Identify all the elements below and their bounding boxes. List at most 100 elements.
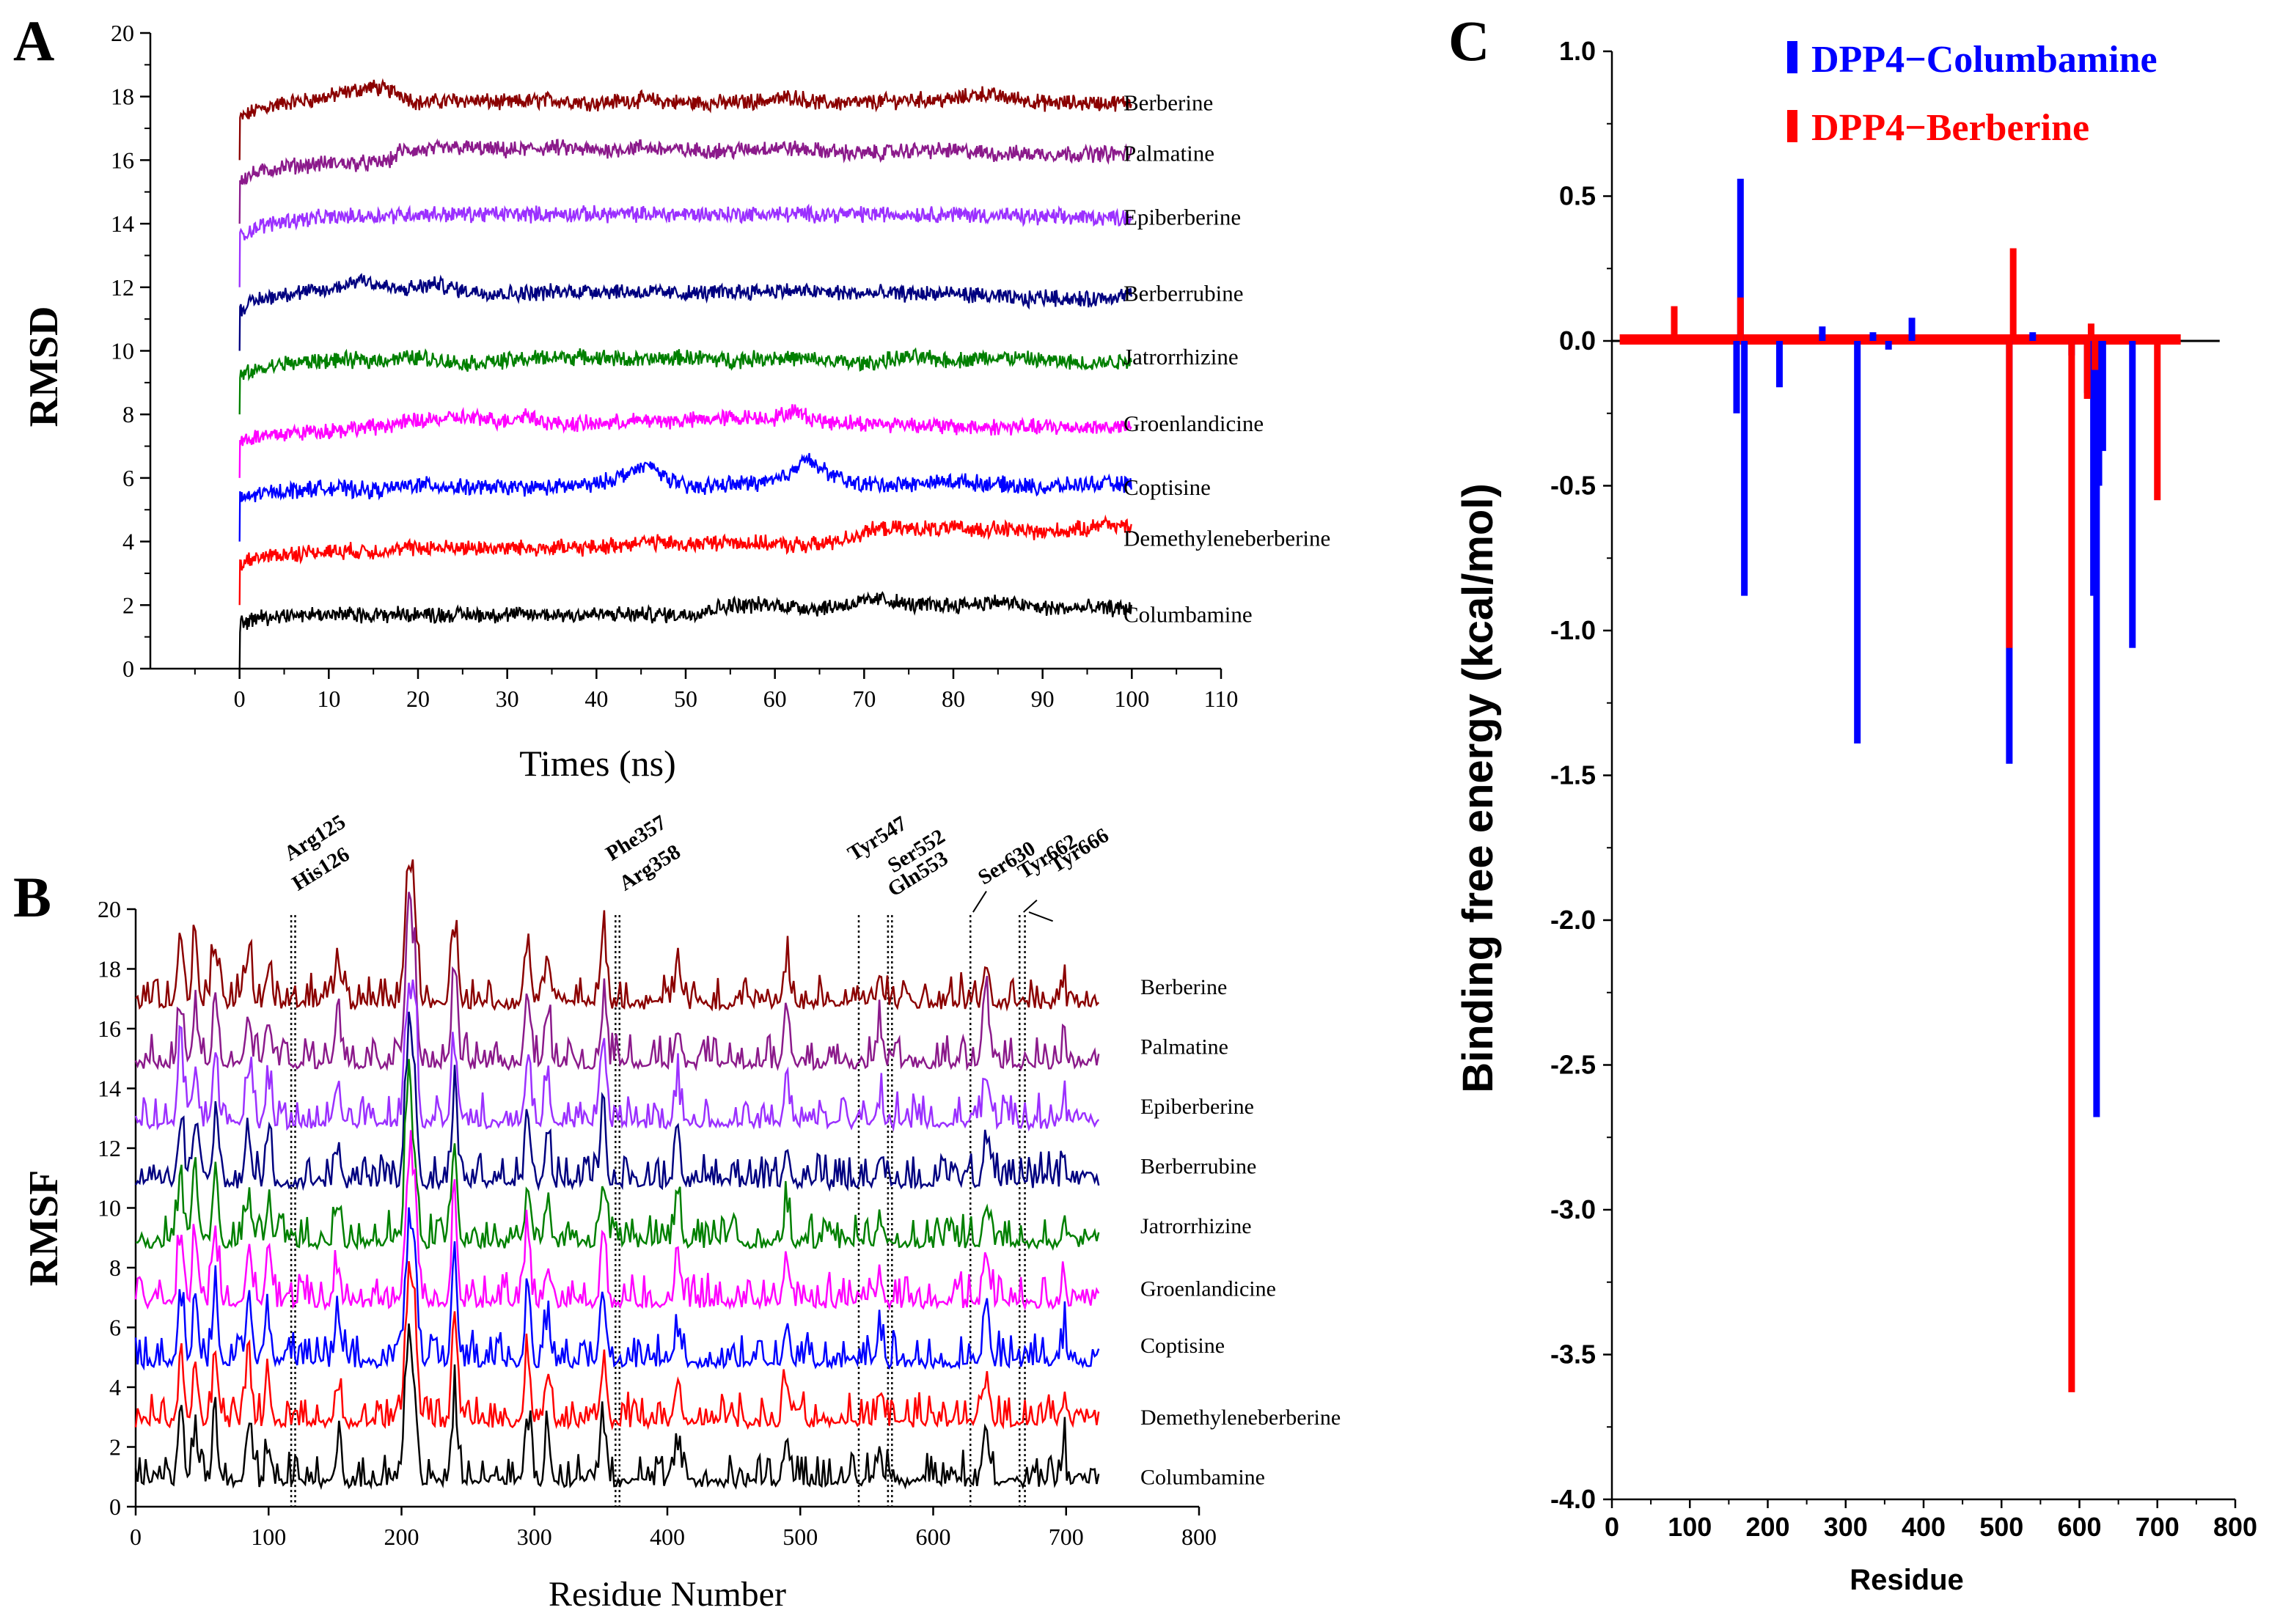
panel-b-leader-tyr662 xyxy=(1023,900,1038,913)
panel-c-xtick-label-100: 100 xyxy=(1668,1512,1712,1542)
panel-c-bar-dpp4-berberine-6 xyxy=(2087,323,2094,341)
panel-a-line-groenlandicine xyxy=(238,404,1132,478)
legend-swatch-berberine xyxy=(1787,110,1797,142)
panel-c-ytick-label-3: -0.5 xyxy=(1550,471,1596,501)
panel-c-bar-dpp4-columbamine-11 xyxy=(2029,332,2037,341)
panel-b-ytick-label-2: 2 xyxy=(109,1434,121,1461)
panel-b-ytick-label-14: 14 xyxy=(98,1076,121,1102)
panel-c-ytick-label-0: 1.0 xyxy=(1559,36,1596,66)
panel-a-xtick-label-40: 40 xyxy=(584,686,608,712)
panel-a-xtick-label-50: 50 xyxy=(674,686,697,712)
panel-b-series-label-coptisine: Coptisine xyxy=(1140,1334,1225,1358)
panel-a-ytick-label-6: 6 xyxy=(122,465,134,491)
panel-b-line-epiberberine xyxy=(134,979,1100,1132)
panel-c-bar-dpp4-columbamine-5 xyxy=(1819,326,1826,341)
panel-a-ytick-label-18: 18 xyxy=(111,84,134,110)
panel-c-bar-dpp4-columbamine-16 xyxy=(2095,341,2103,486)
panel-b-series-label-demethyleneberberine: Demethyleneberberine xyxy=(1140,1406,1341,1430)
panel-a-xtick-label-0: 0 xyxy=(234,686,246,712)
panel-c-ytick-label-4: -1.0 xyxy=(1550,615,1596,645)
panel-c-bar-dpp4-columbamine-4 xyxy=(1775,341,1783,388)
panel-b-ytick-label-20: 20 xyxy=(98,896,121,922)
panel-c-bar-dpp4-columbamine-17 xyxy=(2099,341,2106,452)
panel-b-ytick-label-4: 4 xyxy=(109,1374,121,1400)
panel-c-ytick-label-9: -3.5 xyxy=(1550,1340,1596,1370)
panel-b-ytick-label-12: 12 xyxy=(98,1135,121,1161)
panel-b-xtick-label-400: 400 xyxy=(650,1524,685,1550)
panel-a-xtick-label-100: 100 xyxy=(1114,686,1149,712)
panel-a-xtick-label-110: 110 xyxy=(1204,686,1239,712)
panel-c-bar-dpp4-berberine-2 xyxy=(2006,341,2013,648)
panel-b-ytick-label-18: 18 xyxy=(98,956,121,982)
panel-c-xtick-label-700: 700 xyxy=(2136,1512,2180,1542)
panel-a-series-label-epiberberine: Epiberberine xyxy=(1123,204,1241,229)
panel-c-bar-dpp4-columbamine-9 xyxy=(1908,317,1916,341)
panel-b-series-label-epiberberine: Epiberberine xyxy=(1140,1095,1254,1119)
panel-c-xtick-label-800: 800 xyxy=(2213,1512,2257,1542)
panel-a-line-demethyleneberberine xyxy=(238,514,1132,606)
panel-b-xtick-label-300: 300 xyxy=(517,1524,552,1550)
panel-b-ytick-label-10: 10 xyxy=(98,1195,121,1221)
panel-c-ytick-label-6: -2.0 xyxy=(1550,905,1596,935)
panel-b-line-palmatine xyxy=(134,892,1100,1072)
panel-b-line-columbamine xyxy=(134,1323,1100,1491)
panel-a-xtick-label-90: 90 xyxy=(1031,686,1055,712)
panel-a-series-label-berberine: Berberine xyxy=(1123,89,1213,115)
panel-a-ylabel: RMSD xyxy=(21,306,67,427)
panel-a-ytick-label-14: 14 xyxy=(111,210,134,237)
panel-c-bar-dpp4-berberine-1 xyxy=(1737,297,1744,341)
panel-b-ytick-label-16: 16 xyxy=(98,1015,121,1042)
panel-a-xtick-label-80: 80 xyxy=(942,686,965,712)
panel-c-bar-dpp4-berberine-5 xyxy=(2083,341,2091,399)
panel-b-series-label-berberrubine: Berberrubine xyxy=(1140,1154,1256,1178)
panel-c-bar-dpp4-berberine-3 xyxy=(2009,248,2017,341)
panel-b-line-groenlandicine xyxy=(134,1130,1100,1311)
panel-b-ytick-label-0: 0 xyxy=(109,1493,121,1520)
panel-b-line-berberine xyxy=(135,859,1100,1012)
panel-a-line-berberrubine xyxy=(238,273,1132,351)
panel-c-xtick-label-0: 0 xyxy=(1605,1512,1619,1542)
panel-c-bar-dpp4-berberine-4 xyxy=(2068,341,2075,1392)
panel-a-line-palmatine xyxy=(238,138,1132,224)
panel-c-bar-dpp4-columbamine-18 xyxy=(2129,341,2136,648)
panel-a-xtick-label-60: 60 xyxy=(763,686,787,712)
panel-c-ytick-label-8: -3.0 xyxy=(1550,1194,1596,1224)
panel-c-xtick-label-300: 300 xyxy=(1824,1512,1868,1542)
panel-c-berberine-baseline xyxy=(1619,334,2181,345)
panel-b-xtick-label-0: 0 xyxy=(130,1524,142,1550)
panel-c-xtick-label-600: 600 xyxy=(2057,1512,2101,1542)
panel-a-line-columbamine xyxy=(238,591,1132,669)
panel-c-ytick-label-2: 0.0 xyxy=(1559,326,1596,356)
panel-b-xtick-label-700: 700 xyxy=(1049,1524,1084,1550)
panel-c-xtick-label-500: 500 xyxy=(1979,1512,2023,1542)
panel-c-ytick-label-5: -1.5 xyxy=(1550,760,1596,790)
panel-b-series-label-columbamine: Columbamine xyxy=(1140,1465,1265,1489)
legend-label-berberine: DPP4−Berberine xyxy=(1811,107,2089,149)
panel-a-xtick-label-70: 70 xyxy=(852,686,876,712)
panel-c-bar-dpp4-columbamine-7 xyxy=(1869,332,1877,341)
panel-b-leader-tyr666 xyxy=(1028,911,1053,922)
panel-b-series-label-jatrorrhizine: Jatrorrhizine xyxy=(1140,1214,1252,1238)
panel-b-xlabel: Residue Number xyxy=(549,1575,786,1614)
panel-b-line-berberrubine xyxy=(134,1011,1100,1192)
panel-a-line-jatrorrhizine xyxy=(238,347,1132,415)
panel-b-series-label-groenlandicine: Groenlandicine xyxy=(1140,1277,1276,1301)
panel-c-bar-dpp4-columbamine-8 xyxy=(1885,341,1892,350)
panel-c-bar-dpp4-berberine-8 xyxy=(2154,341,2161,501)
panel-b-xtick-label-200: 200 xyxy=(384,1524,419,1550)
panel-c-ytick-label-10: -4.0 xyxy=(1550,1484,1596,1514)
panel-c-binding-energy-chart: 1.0 0.5 0.0 -0.5 -1.0 -1.5 -2.0 -2.5 -3.0 -3.5 -4.… xyxy=(1550,36,2257,1542)
panel-a-ytick-label-4: 4 xyxy=(122,529,134,555)
panel-b-xtick-label-800: 800 xyxy=(1181,1524,1217,1550)
panel-c-bar-dpp4-columbamine-6 xyxy=(1854,341,1861,744)
panel-a-series-label-coptisine: Coptisine xyxy=(1123,474,1211,500)
panel-a-ytick-label-10: 10 xyxy=(111,338,134,364)
panel-b-line-jatrorrhizine xyxy=(135,1059,1100,1252)
legend-label-columbamine: DPP4−Columbamine xyxy=(1811,39,2158,81)
panel-a-line-berberine xyxy=(238,78,1132,161)
panel-a-series-label-berberrubine: Berberrubine xyxy=(1123,280,1244,306)
panel-b-leader-ser630 xyxy=(972,891,987,913)
panel-c-xtick-label-400: 400 xyxy=(1902,1512,1946,1542)
